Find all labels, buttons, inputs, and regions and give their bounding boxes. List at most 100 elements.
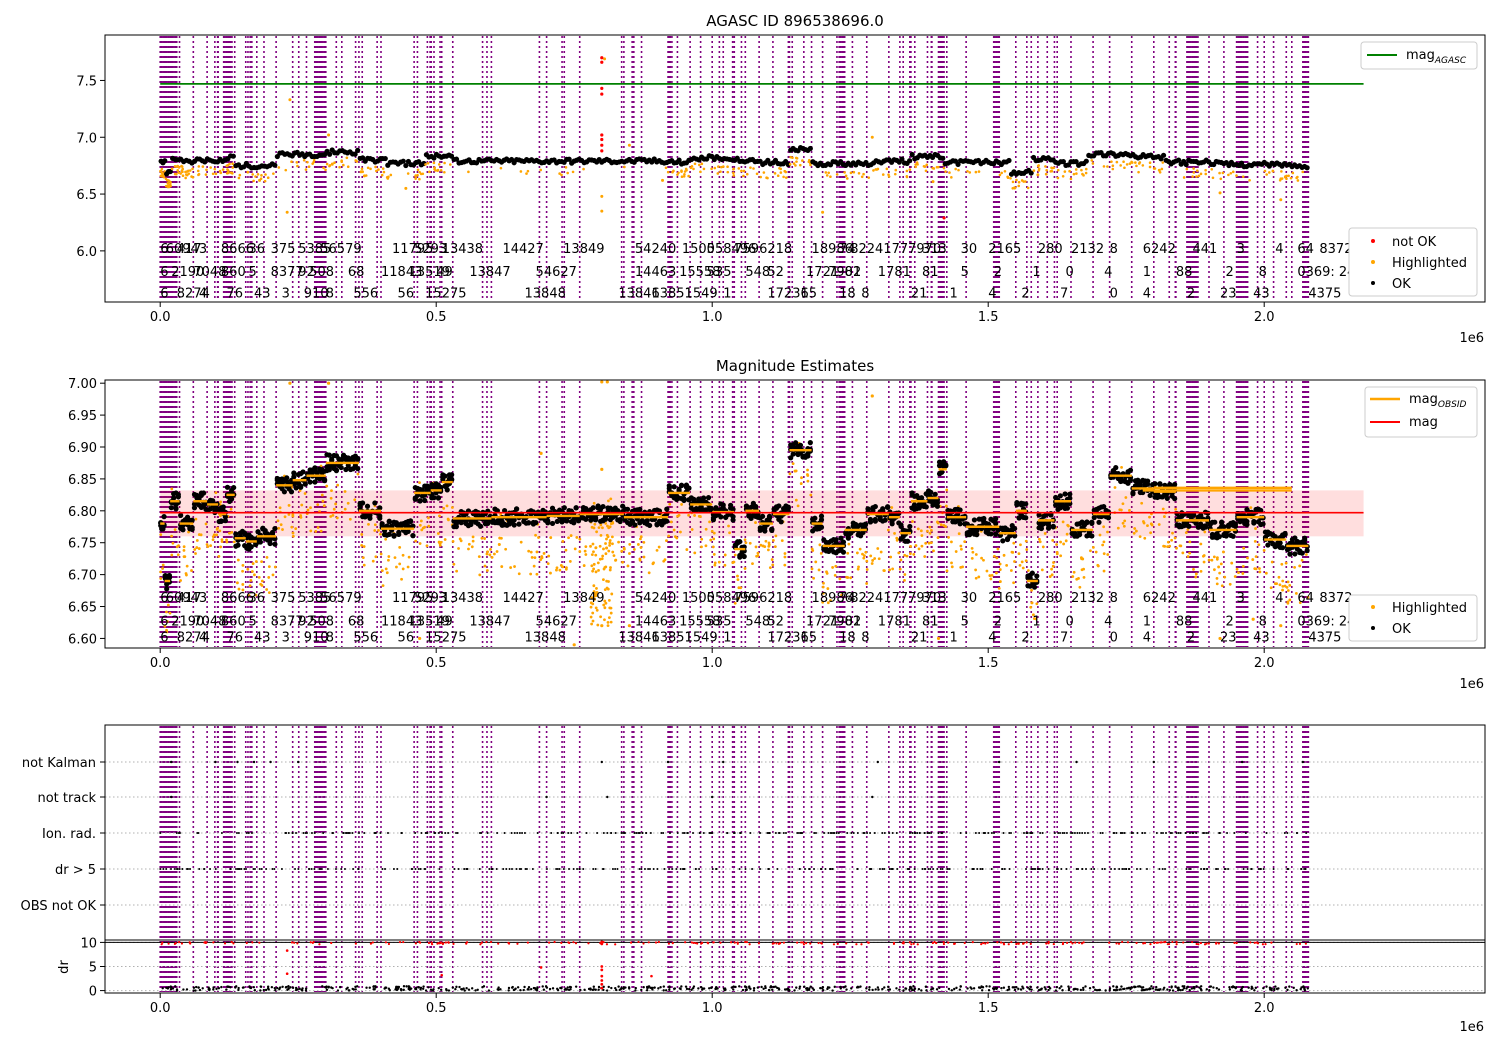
highlighted-point <box>849 171 853 175</box>
highlighted-point <box>590 564 594 568</box>
highlighted-point <box>299 515 303 519</box>
flag-point <box>797 832 800 834</box>
flag-point <box>235 868 238 870</box>
highlighted-point <box>971 550 975 554</box>
ok-point <box>862 522 869 528</box>
highlighted-point <box>792 162 796 165</box>
highlighted-point <box>930 528 933 532</box>
flag-point <box>1179 832 1182 834</box>
obsid-label: 7 <box>1060 286 1068 301</box>
dr-ok-point <box>266 985 270 988</box>
highlighted-point <box>298 489 302 493</box>
highlighted-point <box>811 549 815 552</box>
highlighted-point <box>330 162 334 166</box>
highlighted-point <box>1185 167 1189 171</box>
highlighted-point <box>732 167 736 171</box>
flag-point <box>829 868 832 870</box>
ok-point <box>889 521 895 527</box>
highlighted-point <box>328 164 331 168</box>
ok-point <box>1012 525 1018 532</box>
highlighted-point <box>1270 560 1274 564</box>
ok-point <box>1034 573 1040 579</box>
ok-point <box>222 514 229 520</box>
highlighted-point <box>905 554 909 558</box>
highlighted-point <box>279 523 283 527</box>
ok-point <box>561 505 567 511</box>
obsid-label: 21 <box>911 631 928 646</box>
obsid-label: 15275 <box>425 631 466 646</box>
highlighted-point <box>1128 508 1131 512</box>
ok-point <box>364 503 371 509</box>
highlighted-point <box>183 555 187 559</box>
ok-point <box>1265 542 1271 548</box>
flag-point <box>709 832 712 834</box>
flag-point <box>169 868 172 870</box>
ok-point <box>333 468 340 474</box>
highlighted-point <box>457 547 460 550</box>
highlighted-point <box>595 587 598 590</box>
dr-ok-point <box>1198 986 1201 989</box>
highlighted-point <box>1215 582 1219 586</box>
ok-point <box>379 522 385 528</box>
highlighted-point <box>592 584 596 588</box>
highlighted-point <box>416 168 420 172</box>
highlighted-point <box>846 551 850 555</box>
highlighted-point <box>942 166 946 170</box>
flag-row-label: dr > 5 <box>55 863 96 878</box>
highlighted-point <box>608 606 612 610</box>
ok-point <box>220 504 226 510</box>
highlighted-point <box>591 542 595 546</box>
highlighted-point <box>565 566 568 570</box>
obsid-label: 8 <box>1110 242 1118 257</box>
ok-point <box>248 544 254 550</box>
flag-point <box>1161 832 1164 834</box>
obsid-label: 56 <box>398 286 415 301</box>
dr-ok-point <box>645 989 649 992</box>
highlighted-point <box>1091 162 1095 165</box>
flag-point <box>614 868 617 870</box>
ok-point <box>676 486 682 492</box>
obsid-label: 13438 <box>442 591 483 606</box>
ok-point <box>391 532 397 538</box>
highlighted-point <box>1291 171 1295 175</box>
highlighted-point <box>879 550 883 554</box>
highlighted-point <box>604 601 608 605</box>
obsid-label: 4 <box>1275 591 1283 606</box>
ok-point <box>231 484 237 491</box>
highlighted-point <box>745 172 749 176</box>
flag-point <box>871 795 874 799</box>
flag-point <box>1085 868 1088 870</box>
flag-point <box>572 868 575 870</box>
ok-point <box>840 549 847 555</box>
flag-point <box>1128 868 1131 870</box>
ok-point <box>632 522 638 528</box>
highlighted-point <box>406 565 410 569</box>
ok-point <box>533 520 539 526</box>
highlighted-point <box>241 588 245 592</box>
highlighted-point <box>700 162 704 166</box>
highlighted-point <box>680 175 684 179</box>
obsid-label: 8666 <box>221 591 254 606</box>
highlighted-point <box>527 549 531 553</box>
flag-point <box>1202 868 1205 870</box>
highlighted-point <box>639 537 642 541</box>
legend-label-ok: OK <box>1392 277 1411 292</box>
highlighted-point <box>1116 526 1120 530</box>
flag-point <box>313 832 316 834</box>
highlighted-point <box>578 550 582 553</box>
ok-point <box>899 156 905 162</box>
highlighted-point <box>607 549 611 553</box>
highlighted-point <box>700 537 704 541</box>
highlighted-point <box>1298 601 1302 605</box>
highlighted-point <box>862 556 866 560</box>
highlighted-point <box>589 615 593 619</box>
ok-point <box>298 483 304 489</box>
highlighted-point <box>609 497 613 501</box>
highlighted-point <box>666 170 670 174</box>
ok-point <box>1089 533 1095 539</box>
highlighted-point <box>1050 573 1054 577</box>
highlighted-point <box>1161 507 1165 511</box>
flag-point <box>1240 760 1244 764</box>
highlighted-point <box>950 561 953 565</box>
highlighted-point <box>539 168 543 172</box>
